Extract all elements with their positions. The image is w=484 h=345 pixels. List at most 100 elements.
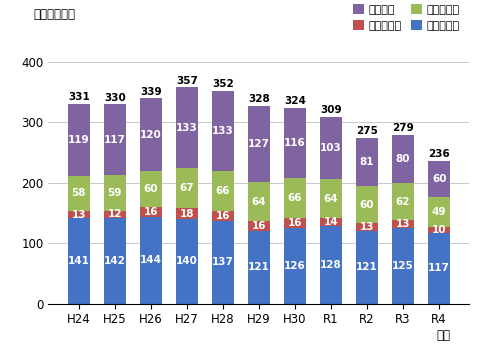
Text: 117: 117 [428,263,450,273]
Text: 328: 328 [248,94,270,104]
Bar [392,183,414,220]
Bar [139,171,162,207]
Bar [104,210,126,218]
Text: 60: 60 [144,184,158,194]
Text: 16: 16 [287,218,302,228]
Text: 67: 67 [180,183,194,193]
Text: 121: 121 [356,262,378,272]
Bar [284,218,306,228]
Bar [320,218,342,226]
Bar [68,210,90,218]
Bar [356,230,378,304]
Text: 58: 58 [72,188,86,198]
Bar [104,105,126,175]
Bar [392,220,414,228]
Legend: 外食産業, 食品卸売業, 食品小売業, 食品製造業: 外食産業, 食品卸売業, 食品小売業, 食品製造業 [349,0,464,36]
Text: 13: 13 [360,221,374,231]
Bar [320,117,342,179]
Bar [139,217,162,304]
Text: 141: 141 [68,256,90,266]
Text: 116: 116 [284,138,306,148]
Text: 142: 142 [104,256,126,266]
Text: 330: 330 [104,92,126,102]
Text: 60: 60 [360,200,374,209]
Text: 49: 49 [432,207,446,217]
Bar [248,230,270,304]
Bar [356,138,378,187]
Bar [104,218,126,304]
Text: 126: 126 [284,260,306,270]
Text: 14: 14 [324,217,338,227]
Bar [248,182,270,221]
Text: 137: 137 [212,257,234,267]
Text: 80: 80 [396,154,410,164]
Text: 12: 12 [107,209,122,219]
Text: 103: 103 [320,143,342,153]
Text: 13: 13 [72,209,86,219]
Text: 66: 66 [216,186,230,196]
Bar [356,187,378,223]
Text: 119: 119 [68,135,90,145]
Bar [176,88,198,168]
Text: 62: 62 [396,197,410,207]
Text: 279: 279 [392,123,414,133]
Text: 309: 309 [320,105,342,115]
Text: 125: 125 [392,261,414,271]
Text: 18: 18 [180,209,194,219]
Bar [104,175,126,210]
Text: 339: 339 [140,87,162,97]
Text: 133: 133 [176,122,198,132]
Bar [212,211,234,221]
Text: 236: 236 [428,149,450,159]
Bar [212,91,234,171]
Text: 13: 13 [396,219,410,229]
Text: 331: 331 [68,92,90,102]
Bar [284,228,306,304]
Bar [428,197,450,227]
Text: 10: 10 [432,225,446,235]
Text: 133: 133 [212,126,234,136]
Text: 117: 117 [104,135,126,145]
Bar [68,218,90,304]
Bar [428,227,450,233]
Text: 16: 16 [216,211,230,221]
Bar [284,178,306,218]
Bar [68,176,90,210]
Text: 年度: 年度 [436,328,450,342]
Text: 16: 16 [252,221,266,231]
Bar [392,228,414,304]
Bar [248,221,270,230]
Text: 127: 127 [248,139,270,149]
Bar [139,207,162,217]
Text: 128: 128 [320,260,342,270]
Bar [176,208,198,219]
Bar [176,219,198,304]
Text: 357: 357 [176,76,198,86]
Text: 121: 121 [248,262,270,272]
Text: 352: 352 [212,79,234,89]
Text: 単位：万トン: 単位：万トン [34,8,76,21]
Text: 16: 16 [144,207,158,217]
Bar [68,104,90,176]
Text: 59: 59 [107,188,122,198]
Text: 144: 144 [140,255,162,265]
Bar [176,168,198,208]
Text: 66: 66 [287,193,302,203]
Bar [428,161,450,197]
Bar [428,233,450,304]
Text: 324: 324 [284,96,306,106]
Bar [356,223,378,230]
Bar [392,135,414,183]
Text: 64: 64 [324,194,338,204]
Bar [284,108,306,178]
Bar [248,106,270,182]
Bar [212,221,234,304]
Bar [139,98,162,171]
Text: 120: 120 [140,130,162,139]
Text: 60: 60 [432,174,446,184]
Bar [320,179,342,218]
Text: 81: 81 [360,157,374,167]
Bar [212,171,234,211]
Text: 64: 64 [252,197,266,207]
Text: 140: 140 [176,256,198,266]
